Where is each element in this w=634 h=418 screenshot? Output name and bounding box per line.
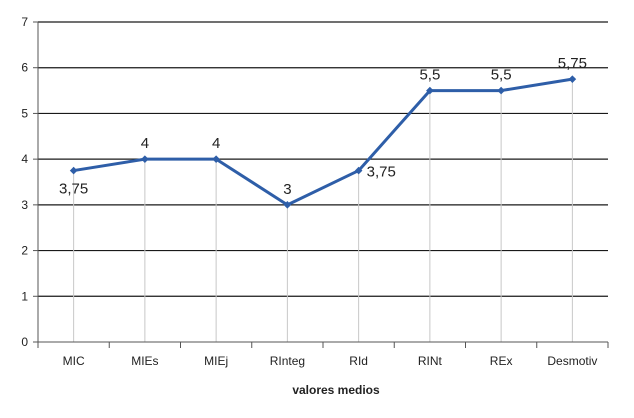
y-tick-labels: 0 1 2 3 4 5 6 7 — [21, 15, 28, 349]
y-tick-label-0: 0 — [21, 335, 28, 349]
series-layer — [69, 75, 577, 209]
grid-lines — [38, 21, 608, 297]
data-point-MIC — [69, 166, 78, 175]
x-tick-label-MIEj: MIEj — [204, 354, 228, 368]
data-label-RId: 3,75 — [367, 164, 396, 181]
data-label-MIEs: 4 — [141, 135, 149, 152]
data-label-RInteg: 3 — [283, 181, 291, 198]
series-line-0 — [73, 77, 573, 207]
x-tick-label-RINt: RINt — [418, 354, 443, 368]
data-point-REx — [497, 86, 505, 95]
x-tick-label-MIEs: MIEs — [131, 354, 158, 368]
data-label-Desmotiv: 5,75 — [558, 55, 587, 72]
data-point-Desmotiv — [568, 75, 577, 83]
x-tick-label-RId: RId — [349, 354, 368, 368]
data-point-RId — [354, 166, 363, 175]
axes — [33, 21, 609, 348]
x-tick-labels: MIC MIEs MIEj RInteg RId RINt REx Desmotiv — [63, 354, 598, 368]
x-tick-label-RInteg: RInteg — [270, 354, 305, 368]
data-labels: 3,75 4 4 3 3,75 5,5 5,5 5,75 — [59, 55, 587, 198]
drop-lines — [73, 79, 573, 342]
data-point-RInteg — [283, 201, 292, 209]
y-tick-label-2: 2 — [21, 244, 28, 258]
y-tick-label-7: 7 — [21, 15, 28, 29]
data-point-MIEj — [212, 155, 220, 163]
y-tick-label-1: 1 — [21, 289, 28, 303]
x-tick-label-REx: REx — [490, 354, 513, 368]
data-label-RINt: 5,5 — [419, 67, 440, 84]
y-tick-label-6: 6 — [21, 61, 28, 75]
data-label-MIEj: 4 — [212, 135, 220, 152]
x-tick-label-Desmotiv: Desmotiv — [547, 354, 597, 368]
y-tick-label-3: 3 — [21, 198, 28, 212]
data-point-MIEs — [141, 155, 149, 163]
data-label-MIC: 3,75 — [59, 181, 88, 198]
x-tick-label-MIC: MIC — [63, 354, 85, 368]
data-point-RINt — [426, 86, 434, 95]
y-tick-label-4: 4 — [21, 152, 28, 166]
x-axis-title: valores medios — [292, 383, 380, 397]
y-tick-label-5: 5 — [21, 106, 28, 120]
data-label-REx: 5,5 — [491, 67, 512, 84]
